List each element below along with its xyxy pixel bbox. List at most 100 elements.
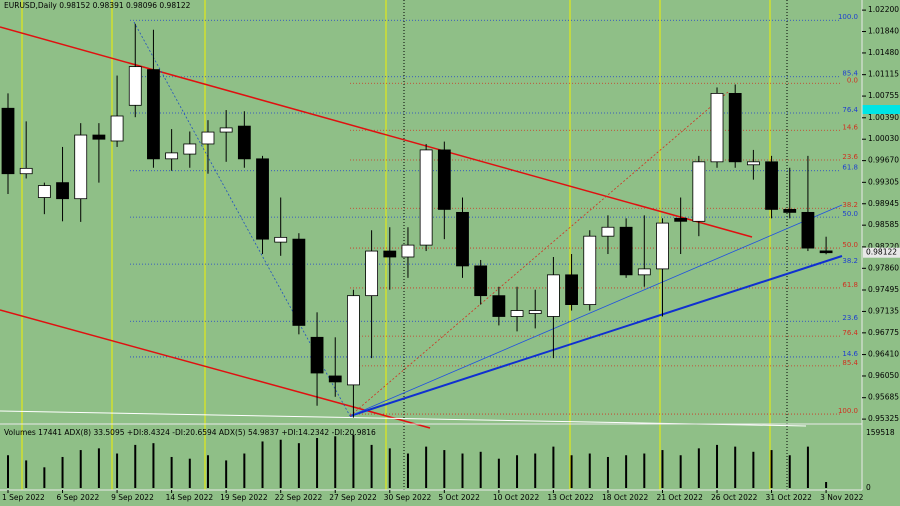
volume-tick-label: 159518: [866, 428, 895, 437]
candle-body: [492, 295, 506, 317]
candle-body: [474, 265, 488, 297]
candle-body: [37, 185, 51, 198]
x-tick-label: 1 Sep 2022: [2, 493, 45, 502]
y-tick-label: 0.96410: [868, 350, 899, 359]
candle-body: [783, 209, 797, 213]
level-label: 85.4: [842, 359, 858, 367]
y-tick-label: 0.97860: [868, 263, 899, 272]
price-tag-label: 0.98122: [866, 248, 897, 257]
level-label: 76.4: [842, 106, 858, 114]
y-tick-label: 1.01480: [868, 48, 899, 57]
y-tick-label: 1.01115: [868, 70, 899, 79]
y-tick-label: 0.95685: [868, 393, 899, 402]
level-label: 38.2: [842, 201, 858, 209]
x-tick-label: 22 Sep 2022: [275, 493, 323, 502]
candle-body: [165, 152, 179, 160]
candle-body: [92, 134, 106, 140]
candle-body: [383, 250, 397, 258]
candle-body: [765, 161, 778, 210]
fib-levels: 100.085.40.076.414.623.661.838.250.050.0…: [130, 13, 859, 415]
candle-body: [292, 238, 306, 326]
candle-body: [565, 274, 578, 305]
y-tick-label: 0.99670: [868, 156, 899, 165]
y-tick-label: 1.00030: [868, 134, 899, 143]
level-label: 38.2: [842, 257, 858, 265]
x-tick-label: 9 Sep 2022: [111, 493, 154, 502]
level-label: 100.0: [838, 13, 858, 21]
candle-body: [237, 125, 251, 160]
x-tick-label: 3 Nov 2022: [820, 493, 863, 502]
candle-body: [201, 131, 215, 145]
candle-body: [256, 158, 269, 240]
candle-body: [401, 244, 415, 258]
level-label: 50.0: [842, 241, 858, 249]
volume-tick-label: 0: [866, 483, 871, 492]
dotted-separators: [403, 0, 788, 490]
candle-body: [583, 235, 597, 305]
y-tick-label: 1.02200: [868, 5, 899, 14]
price-tag: [863, 247, 900, 258]
candle-body: [674, 217, 688, 222]
candle-body: [147, 69, 160, 160]
candle-body: [274, 236, 288, 243]
candle-body: [637, 268, 651, 276]
y-tick-label: 1.00755: [868, 91, 899, 100]
candle-body: [801, 211, 815, 249]
candle-body: [1, 107, 15, 175]
candle-body: [183, 143, 197, 155]
candle-body: [419, 149, 433, 246]
y-tick-label: 0.96050: [868, 371, 899, 380]
level-label: 0.0: [847, 76, 858, 84]
y-tick-label: 0.98585: [868, 220, 899, 229]
chart-title: EURUSD,Daily 0.98152 0.98391 0.98096 0.9…: [4, 1, 191, 10]
level-label: 85.4: [842, 70, 858, 78]
y-tick-label: 0.95325: [868, 414, 899, 423]
candle-body: [74, 134, 88, 200]
level-label: 14.6: [842, 123, 858, 131]
x-tick-label: 6 Sep 2022: [57, 493, 100, 502]
level-label: 23.6: [842, 153, 858, 161]
y-tick-label: 0.98945: [868, 199, 899, 208]
candle-body: [656, 222, 669, 270]
candle-body: [19, 167, 33, 175]
level-label: 76.4: [842, 329, 858, 337]
x-tick-label: 21 Oct 2022: [656, 493, 703, 502]
x-tick-label: 5 Oct 2022: [438, 493, 480, 502]
y-tick-label: 0.99305: [868, 177, 899, 186]
level-label: 61.8: [842, 164, 858, 172]
x-tick-label: 19 Sep 2022: [220, 493, 268, 502]
candle-body: [347, 295, 360, 386]
y-tick-label: 0.97135: [868, 306, 899, 315]
candle-body: [56, 182, 69, 200]
level-label: 14.6: [842, 350, 858, 358]
candle-body: [510, 310, 524, 317]
candle-body: [528, 310, 542, 314]
candle-body: [110, 115, 124, 142]
candle-body: [819, 250, 833, 254]
x-tick-label: 10 Oct 2022: [493, 493, 540, 502]
level-label: 61.8: [842, 281, 858, 289]
x-tick-label: 18 Oct 2022: [602, 493, 649, 502]
x-tick-label: 27 Sep 2022: [329, 493, 377, 502]
candle-body: [728, 92, 742, 163]
candle-body: [619, 226, 633, 276]
x-tick-label: 26 Oct 2022: [711, 493, 758, 502]
candle-body: [219, 127, 233, 133]
candle-body: [692, 161, 706, 222]
candle-body: [456, 211, 469, 267]
candle-body: [601, 226, 615, 237]
candle-body: [746, 161, 760, 166]
marker: [862, 105, 900, 114]
candle-body: [547, 274, 560, 317]
x-tick-label: 30 Sep 2022: [384, 493, 432, 502]
candle-body: [437, 149, 451, 210]
level-label: 100.0: [838, 407, 858, 415]
y-tick-label: 0.97495: [868, 285, 899, 294]
level-label: 50.0: [842, 210, 858, 218]
volume-title: Volumes 17441 ADX(8) 33.5095 +DI:8.4324 …: [4, 428, 376, 437]
candle-body: [328, 375, 342, 383]
candle-body: [310, 336, 324, 374]
y-tick-label: 0.98220: [868, 242, 899, 251]
